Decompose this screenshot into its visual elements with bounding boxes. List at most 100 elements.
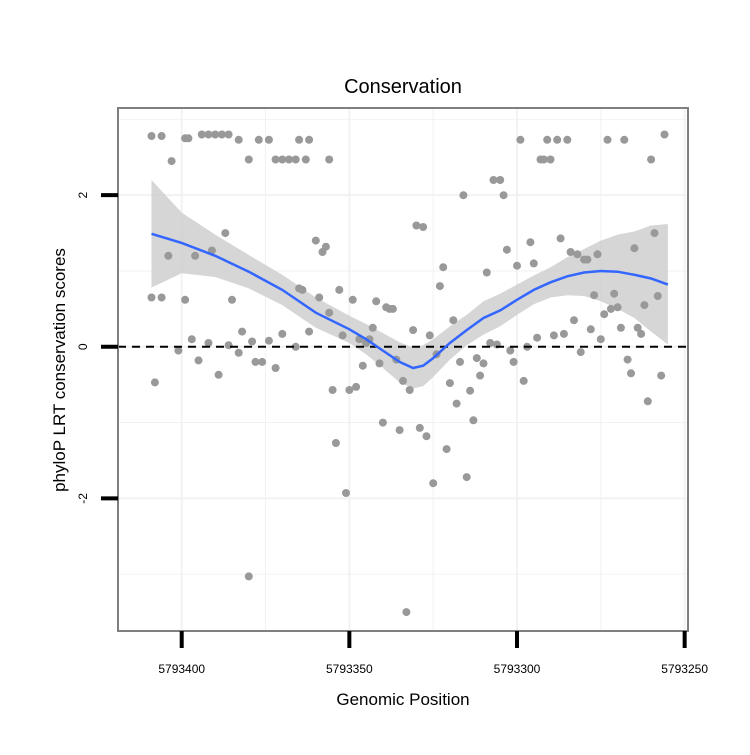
- data-point: [375, 359, 384, 368]
- data-point: [311, 236, 320, 245]
- data-point: [643, 397, 652, 406]
- data-point: [570, 316, 578, 325]
- smooth-line-group: [151, 232, 669, 370]
- data-point: [164, 251, 173, 260]
- data-point: [251, 357, 260, 366]
- data-point: [181, 295, 190, 304]
- data-point: [399, 376, 407, 385]
- data-point: [516, 135, 525, 144]
- data-point: [194, 356, 203, 365]
- data-point: [499, 191, 508, 200]
- data-point: [616, 323, 625, 332]
- data-point: [445, 379, 454, 388]
- data-point: [566, 248, 575, 256]
- data-point: [150, 378, 159, 387]
- data-point: [157, 293, 166, 302]
- data-point: [486, 339, 495, 347]
- data-point: [462, 473, 471, 482]
- data-point: [217, 130, 226, 139]
- data-point: [244, 155, 253, 164]
- data-point: [596, 335, 605, 344]
- data-point: [395, 426, 404, 435]
- data-point: [573, 250, 582, 259]
- data-point: [630, 244, 639, 253]
- data-point: [197, 130, 206, 139]
- data-point: [321, 242, 330, 251]
- data-point: [305, 135, 314, 144]
- data-point: [204, 339, 213, 347]
- data-point: [513, 261, 521, 270]
- data-point: [248, 337, 257, 346]
- data-point: [204, 130, 213, 139]
- data-point: [435, 282, 444, 291]
- data-point: [647, 155, 656, 164]
- data-point: [342, 489, 350, 497]
- data-point: [476, 371, 485, 380]
- x-axis-title: Genomic Position: [336, 690, 469, 709]
- data-point: [264, 135, 273, 144]
- y-tick-label: 0: [76, 343, 90, 350]
- data-point: [466, 386, 475, 395]
- data-point: [583, 255, 592, 264]
- data-point: [184, 134, 193, 143]
- data-point: [502, 245, 511, 254]
- data-point: [556, 234, 565, 243]
- data-point: [657, 371, 666, 380]
- data-point: [295, 135, 304, 144]
- data-point: [653, 292, 662, 300]
- data-point: [553, 135, 562, 144]
- data-point: [345, 386, 354, 394]
- data-point: [546, 155, 555, 164]
- data-point: [442, 445, 451, 454]
- data-point: [147, 293, 156, 302]
- data-point: [258, 357, 267, 366]
- data-point: [405, 386, 414, 394]
- x-tick-label: 5793350: [326, 662, 373, 676]
- data-point: [228, 295, 236, 304]
- data-point: [298, 285, 307, 294]
- data-point: [335, 285, 344, 294]
- data-point: [191, 251, 200, 260]
- data-point: [244, 572, 253, 581]
- data-point: [331, 439, 340, 447]
- data-point: [211, 130, 220, 139]
- y-axis-title: phyloP LRT conservation scores: [50, 248, 69, 492]
- data-point: [328, 386, 337, 394]
- data-point: [526, 238, 535, 247]
- data-point: [496, 176, 505, 184]
- data-points: [147, 130, 669, 617]
- data-point: [147, 132, 156, 140]
- grid-lines: [118, 108, 688, 631]
- data-point: [388, 304, 397, 313]
- data-point: [469, 416, 478, 425]
- data-point: [174, 346, 183, 355]
- x-tick-label: 5793300: [494, 662, 541, 676]
- data-point: [305, 327, 314, 336]
- data-point: [254, 135, 263, 144]
- data-point: [472, 354, 481, 363]
- data-point: [368, 323, 377, 332]
- data-point: [301, 155, 310, 164]
- data-point: [187, 335, 196, 344]
- data-point: [238, 327, 247, 336]
- data-point: [409, 326, 418, 335]
- data-point: [489, 176, 498, 184]
- data-point: [576, 348, 585, 357]
- data-point: [278, 329, 287, 338]
- data-point: [606, 304, 615, 313]
- data-point: [600, 310, 609, 319]
- data-point: [157, 132, 166, 140]
- data-point: [613, 303, 622, 312]
- data-point: [633, 323, 642, 332]
- data-point: [221, 229, 230, 238]
- data-point: [509, 357, 518, 366]
- data-point: [506, 346, 515, 355]
- data-point: [234, 348, 243, 357]
- data-point: [452, 399, 461, 408]
- smooth-line: [151, 232, 669, 370]
- data-point: [315, 293, 324, 302]
- data-point: [529, 259, 538, 268]
- x-tick-label: 5793250: [661, 662, 708, 676]
